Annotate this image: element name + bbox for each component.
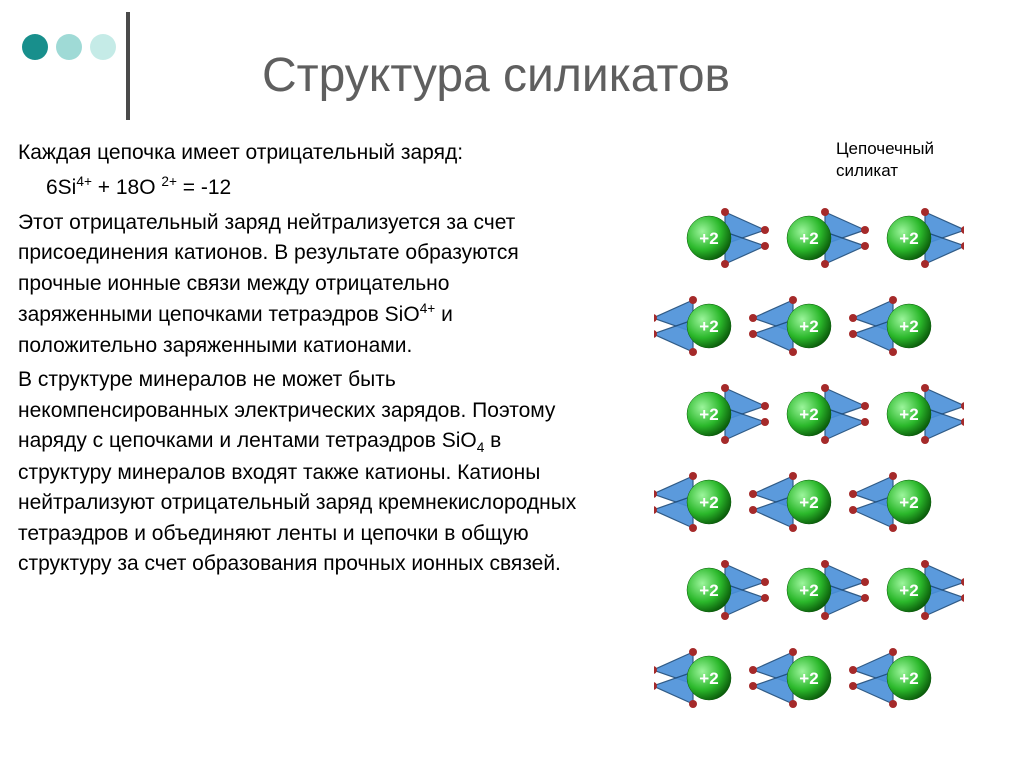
svg-text:+2: +2 <box>699 405 718 424</box>
svg-text:+2: +2 <box>899 317 918 336</box>
svg-text:+2: +2 <box>799 669 818 688</box>
svg-text:+2: +2 <box>899 229 918 248</box>
diagram-caption: Цепочечный силикат <box>836 138 934 182</box>
svg-text:+2: +2 <box>699 581 718 600</box>
body-text: Каждая цепочка имеет отрицательный заряд… <box>18 138 578 584</box>
formula: 6Si4+ + 18O 2+ = -12 <box>18 172 578 203</box>
svg-text:+2: +2 <box>699 229 718 248</box>
svg-text:+2: +2 <box>899 669 918 688</box>
svg-text:+2: +2 <box>799 405 818 424</box>
svg-text:+2: +2 <box>899 493 918 512</box>
paragraph-1: Каждая цепочка имеет отрицательный заряд… <box>18 138 578 168</box>
svg-text:+2: +2 <box>699 669 718 688</box>
paragraph-3: В структуре минералов не может быть неко… <box>18 365 578 580</box>
svg-text:+2: +2 <box>899 405 918 424</box>
paragraph-2: Этот отрицательный заряд нейтрализуется … <box>18 208 578 361</box>
svg-text:+2: +2 <box>799 493 818 512</box>
svg-text:+2: +2 <box>699 317 718 336</box>
svg-text:+2: +2 <box>799 317 818 336</box>
dot-2 <box>56 34 82 60</box>
chain-silicate-diagram: +2 +2 +2 +2 +2 +2 +2 +2 +2 +2 +2 +2 +2 +2 +2 +2 +2 +2 <box>654 196 964 736</box>
dot-3 <box>90 34 116 60</box>
vertical-rule <box>126 12 130 120</box>
svg-text:+2: +2 <box>899 581 918 600</box>
svg-text:+2: +2 <box>799 581 818 600</box>
svg-text:+2: +2 <box>699 493 718 512</box>
svg-text:+2: +2 <box>799 229 818 248</box>
decorative-dots <box>22 34 116 60</box>
dot-1 <box>22 34 48 60</box>
slide-title: Структура силикатов <box>262 48 730 103</box>
